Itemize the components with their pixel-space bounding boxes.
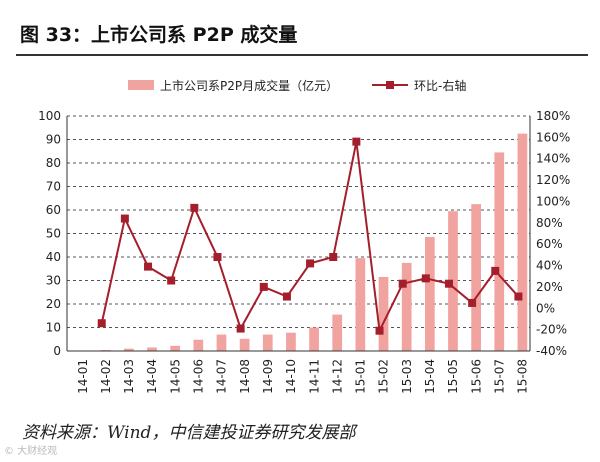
bar xyxy=(471,204,481,351)
mom-point xyxy=(282,292,291,301)
left-axis-tick-label: 90 xyxy=(46,133,61,147)
right-axis-tick-label: 80% xyxy=(536,216,563,230)
x-axis-tick-label: 15-05 xyxy=(446,359,460,394)
bar xyxy=(239,338,250,351)
mom-point xyxy=(190,203,199,212)
x-axis-tick-label: 14-06 xyxy=(192,359,206,394)
mom-point xyxy=(120,214,129,223)
mom-point xyxy=(144,262,153,271)
x-axis-tick-label: 14-03 xyxy=(122,359,136,394)
bar xyxy=(424,237,435,351)
bar xyxy=(216,334,227,351)
left-axis-tick-label: 10 xyxy=(46,321,61,335)
bar xyxy=(401,262,412,351)
legend: 上市公司系P2P月成交量（亿元） 环比-右轴 xyxy=(128,78,466,93)
legend-line-label: 环比-右轴 xyxy=(414,78,466,93)
mom-point xyxy=(306,259,315,268)
mom-point xyxy=(259,282,268,291)
x-axis-tick-label: 14-01 xyxy=(76,359,90,394)
x-axis-tick-label: 14-04 xyxy=(145,359,159,394)
bar xyxy=(124,348,134,351)
line-series xyxy=(97,137,523,335)
grid-lines xyxy=(67,115,530,328)
left-axis-tick-label: 30 xyxy=(46,274,61,288)
source-note: 资料来源：Wind，中信建投证券研究发展部 xyxy=(22,423,356,443)
mom-point xyxy=(514,292,523,301)
right-axis-tick-label: 40% xyxy=(536,259,563,273)
x-axis-tick-label: 15-01 xyxy=(354,359,368,394)
mom-point xyxy=(444,279,453,288)
right-axis-tick-label: -20% xyxy=(536,323,567,337)
right-axis-tick-label: -40% xyxy=(536,344,567,358)
right-axis-tick-label: 140% xyxy=(536,152,570,166)
right-axis-tick-label: 100% xyxy=(536,194,570,208)
mom-point xyxy=(375,326,384,335)
title-divider xyxy=(16,54,588,56)
axes: 0 10 20 30 40 50 60 70 80 90 100 -40% -20% 0% 20% 40% 60… xyxy=(38,109,570,394)
x-axis-tick-label: 15-02 xyxy=(377,359,391,394)
mom-point xyxy=(421,274,430,283)
bar xyxy=(378,276,389,351)
bar xyxy=(262,334,273,351)
bar xyxy=(170,345,181,351)
right-axis-tick-label: 20% xyxy=(536,280,563,294)
left-axis-tick-label: 40 xyxy=(46,250,61,264)
left-axis-tick-label: 50 xyxy=(46,227,61,241)
mom-point xyxy=(213,253,222,261)
bar xyxy=(309,327,319,351)
legend-line-marker xyxy=(386,81,394,89)
left-axis-tick-label: 100 xyxy=(38,109,61,123)
right-axis-tick-label: 60% xyxy=(536,237,563,251)
right-axis-tick-label: 0% xyxy=(536,301,555,315)
bar xyxy=(494,152,505,351)
x-axis-tick-label: 14-12 xyxy=(330,359,344,394)
mom-point xyxy=(97,319,106,328)
mom-point xyxy=(329,253,338,261)
left-axis-tick-label: 70 xyxy=(46,180,61,194)
x-axis-tick-label: 14-07 xyxy=(215,359,229,394)
mom-point xyxy=(236,324,245,333)
x-axis-tick-label: 15-07 xyxy=(492,359,506,394)
x-axis-tick-label: 15-06 xyxy=(469,359,483,394)
bar xyxy=(355,258,366,351)
right-axis-tick-label: 160% xyxy=(536,130,570,144)
bar xyxy=(332,314,343,351)
bar xyxy=(286,332,296,351)
left-axis-tick-label: 20 xyxy=(46,297,61,311)
x-axis-tick-label: 14-02 xyxy=(99,359,113,394)
x-axis-tick-label: 14-08 xyxy=(238,359,252,394)
x-axis-tick-label: 15-08 xyxy=(516,359,530,394)
legend-bar-swatch xyxy=(128,80,154,90)
x-axis-tick-label: 14-09 xyxy=(261,359,275,394)
bar-series xyxy=(77,133,528,351)
right-axis-tick-label: 180% xyxy=(536,109,570,123)
right-axis-tick-label: 120% xyxy=(536,173,570,187)
mom-point xyxy=(491,266,500,275)
left-axis-tick-label: 80 xyxy=(46,156,61,170)
x-axis-tick-label: 15-03 xyxy=(400,359,414,394)
legend-bar-label: 上市公司系P2P月成交量（亿元） xyxy=(160,78,338,93)
left-axis-tick-label: 60 xyxy=(46,203,61,217)
mom-point xyxy=(167,276,176,285)
watermark: © 大财经观 xyxy=(4,446,58,457)
bar xyxy=(517,133,528,351)
bar xyxy=(147,347,157,351)
left-axis-tick-label: 0 xyxy=(53,344,61,358)
x-axis-tick-label: 14-11 xyxy=(307,359,321,394)
mom-point xyxy=(398,279,407,288)
mom-point xyxy=(468,298,477,307)
x-axis-tick-label: 15-04 xyxy=(423,359,437,394)
x-axis-tick-label: 14-05 xyxy=(168,359,182,394)
bar xyxy=(193,339,204,351)
mom-point xyxy=(352,137,361,146)
x-axis-tick-label: 14-10 xyxy=(284,359,298,394)
chart-title: 图 33：上市公司系 P2P 成交量 xyxy=(20,24,298,46)
